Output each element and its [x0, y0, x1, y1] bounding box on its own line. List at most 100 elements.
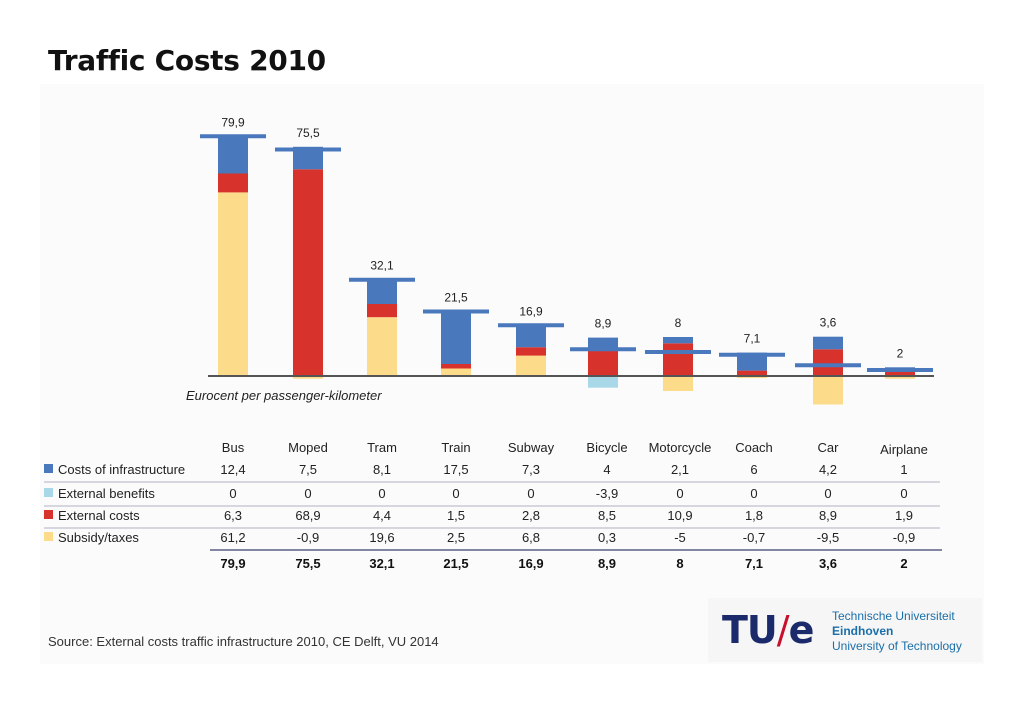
- bar-external-costs-moped: [293, 169, 323, 376]
- bar-infrastructure-car: [813, 336, 843, 350]
- total-label-train: 21,5: [444, 291, 468, 305]
- table-cell: 2,5: [447, 530, 465, 545]
- bar-subsidy-moped: [293, 376, 323, 379]
- legend-label-3: Subsidy/taxes: [58, 530, 139, 545]
- table-cell: 0: [304, 486, 311, 501]
- chart-title: Traffic Costs 2010: [48, 44, 326, 77]
- total-label-airplane: 2: [897, 346, 904, 360]
- legend-swatch-2: [44, 510, 53, 519]
- total-label-bicycle: 8,9: [595, 317, 612, 331]
- bar-subsidy-motorcycle: [663, 376, 693, 391]
- table-cell: 1,5: [447, 508, 465, 523]
- table-cell: 0: [452, 486, 459, 501]
- table-header-bus: Bus: [222, 440, 245, 455]
- legend-label-1: External benefits: [58, 486, 155, 501]
- table-cell: 1,9: [895, 508, 913, 523]
- table-total: 79,9: [220, 556, 245, 571]
- bar-external-costs-bus: [218, 173, 248, 193]
- legend-swatch-0: [44, 464, 53, 473]
- total-label-subway: 16,9: [519, 304, 543, 318]
- table-total: 8: [676, 556, 683, 571]
- table-header-tram: Tram: [367, 440, 397, 455]
- table-cell: 2,1: [671, 462, 689, 477]
- logo-line-3: University of Technology: [832, 639, 962, 653]
- bar-subsidy-coach: [737, 376, 767, 379]
- table-total: 21,5: [443, 556, 468, 571]
- bar-external-costs-car: [813, 349, 843, 376]
- table-cell: 0: [750, 486, 757, 501]
- table-cell: 19,6: [369, 530, 394, 545]
- total-label-car: 3,6: [820, 316, 837, 330]
- logo-text: Technische Universiteit Eindhoven Univer…: [832, 609, 962, 654]
- table-cell: 0: [378, 486, 385, 501]
- table-cell: -0,9: [297, 530, 319, 545]
- source-note: Source: External costs traffic infrastru…: [48, 634, 439, 649]
- table-cell: 6: [750, 462, 757, 477]
- bar-external-costs-tram: [367, 304, 397, 318]
- table-cell: 0: [527, 486, 534, 501]
- table-header-subway: Subway: [508, 440, 555, 455]
- bar-benefits-bicycle: [588, 376, 618, 388]
- table-cell: 8,5: [598, 508, 616, 523]
- legend-swatch-1: [44, 488, 53, 497]
- bar-subsidy-car: [813, 376, 843, 405]
- bar-subsidy-train: [441, 368, 471, 376]
- table-cell: 8,1: [373, 462, 391, 477]
- bar-infrastructure-bicycle: [588, 337, 618, 350]
- logo-line-2: Eindhoven: [832, 624, 894, 638]
- table-total: 7,1: [745, 556, 763, 571]
- logo-mark: TU/e: [722, 608, 814, 652]
- table-cell: 6,3: [224, 508, 242, 523]
- bar-infrastructure-motorcycle: [663, 337, 693, 344]
- total-label-motorcycle: 8: [675, 316, 682, 330]
- table-header-airplane: Airplane: [880, 442, 928, 457]
- total-label-bus: 79,9: [221, 115, 245, 129]
- bar-external-costs-subway: [516, 347, 546, 356]
- table-cell: 0: [900, 486, 907, 501]
- bar-infrastructure-coach: [737, 352, 767, 371]
- table-cell: 4,4: [373, 508, 391, 523]
- legend-label-0: Costs of infrastructure: [58, 462, 185, 477]
- bar-subsidy-bus: [218, 192, 248, 376]
- table-total: 75,5: [295, 556, 320, 571]
- bar-external-costs-bicycle: [588, 349, 618, 376]
- table-cell: 1,8: [745, 508, 763, 523]
- bar-infrastructure-bus: [218, 136, 248, 174]
- table-cell: 61,2: [220, 530, 245, 545]
- table-cell: 2,8: [522, 508, 540, 523]
- table-cell: -9,5: [817, 530, 839, 545]
- table-cell: -0,9: [893, 530, 915, 545]
- table-total: 8,9: [598, 556, 616, 571]
- table-cell: 12,4: [220, 462, 245, 477]
- bar-infrastructure-tram: [367, 279, 397, 304]
- table-cell: 17,5: [443, 462, 468, 477]
- table-cell: 7,5: [299, 462, 317, 477]
- table-header-moped: Moped: [288, 440, 328, 455]
- table-cell: 4,2: [819, 462, 837, 477]
- total-label-tram: 32,1: [370, 259, 394, 273]
- table-header-bicycle: Bicycle: [586, 440, 627, 455]
- table-header-coach: Coach: [735, 440, 773, 455]
- table-total: 3,6: [819, 556, 837, 571]
- table-total: 32,1: [369, 556, 394, 571]
- table-cell: 10,9: [667, 508, 692, 523]
- total-label-coach: 7,1: [744, 332, 761, 346]
- table-cell: 1: [900, 462, 907, 477]
- legend-swatch-3: [44, 532, 53, 541]
- bar-subsidy-airplane: [885, 376, 915, 379]
- bar-external-costs-motorcycle: [663, 343, 693, 376]
- bar-external-costs-train: [441, 364, 471, 369]
- table-cell: -0,7: [743, 530, 765, 545]
- bar-subsidy-tram: [367, 317, 397, 376]
- table-header-motorcycle: Motorcycle: [649, 440, 712, 455]
- bar-infrastructure-subway: [516, 325, 546, 348]
- total-label-moped: 75,5: [296, 126, 320, 140]
- bar-infrastructure-moped: [293, 146, 323, 170]
- legend-label-2: External costs: [58, 508, 140, 523]
- tue-logo: TU/e Technische Universiteit Eindhoven U…: [708, 598, 982, 662]
- logo-line-1: Technische Universiteit: [832, 609, 955, 623]
- table-cell: 4: [603, 462, 610, 477]
- table-cell: 0: [676, 486, 683, 501]
- table-total: 2: [900, 556, 907, 571]
- table-header-car: Car: [818, 440, 840, 455]
